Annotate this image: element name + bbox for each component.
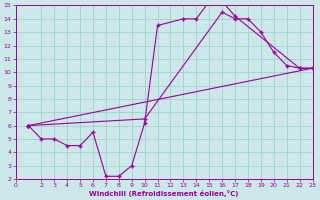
X-axis label: Windchill (Refroidissement éolien,°C): Windchill (Refroidissement éolien,°C): [89, 190, 239, 197]
